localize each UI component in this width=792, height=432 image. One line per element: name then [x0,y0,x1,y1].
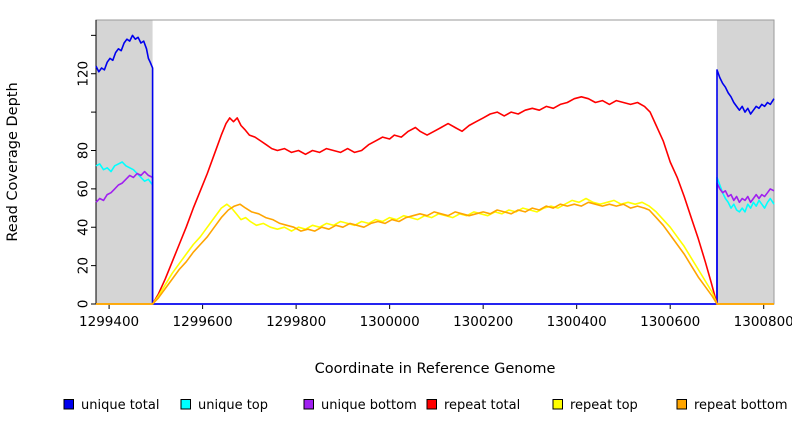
x-tick-label: 1300200 [453,314,513,330]
y-tick-label: 0 [76,300,92,309]
x-axis-title: Coordinate in Reference Genome [315,361,556,377]
series-repeat-bottom [96,201,774,305]
legend-item-repeat-top: repeat top [552,398,638,413]
legend-swatch-unique-bottom [303,399,314,410]
legend-item-unique-total: unique total [63,398,159,413]
legend: unique total unique top unique bottom repea… [63,398,788,413]
highlight-regions [96,20,774,304]
y-tick-label: 20 [76,257,92,274]
x-tick-label: 1299400 [79,314,139,330]
series-repeat-total [96,96,774,305]
series-unique-bottom [95,170,775,305]
x-tick-label: 1300600 [640,314,700,330]
legend-label: repeat top [570,398,638,413]
legend-item-repeat-total: repeat total [426,398,520,413]
highlight-region [716,20,774,304]
series-lines [95,34,775,305]
legend-label: repeat bottom [694,398,788,413]
legend-swatch-unique-total [63,399,74,410]
y-tick-label: 80 [76,142,92,159]
x-tick-label: 1300400 [547,314,607,330]
x-tick-label: 1299800 [266,314,326,330]
x-tick-label: 1300800 [734,314,792,330]
legend-label: unique bottom [321,398,417,413]
y-tick-label: 120 [76,61,92,87]
y-tick-label: 60 [76,180,92,197]
legend-item-unique-bottom: unique bottom [303,398,417,413]
highlight-region [96,20,153,304]
plot-border [95,19,775,305]
legend-swatch-repeat-total [426,399,437,410]
axis-ticks: 1299400 1299600 1299800 1300000 1300200 13004… [76,34,792,330]
series-repeat-top [96,197,774,305]
x-tick-label: 1299600 [173,314,233,330]
y-tick-label: 40 [76,219,92,236]
y-axis-title: Read Coverage Depth [5,82,21,241]
legend-swatch-unique-top [180,399,191,410]
x-tick-label: 1300000 [360,314,420,330]
legend-item-unique-top: unique top [180,398,268,413]
series-unique-top [95,161,775,305]
plot-box [95,19,775,305]
legend-label: repeat total [444,398,520,413]
legend-swatch-repeat-bottom [676,399,687,410]
legend-label: unique total [81,398,159,413]
legend-swatch-repeat-top [552,399,563,410]
legend-label: unique top [198,398,268,413]
legend-item-repeat-bottom: repeat bottom [676,398,788,413]
series-unique-total [95,34,775,305]
